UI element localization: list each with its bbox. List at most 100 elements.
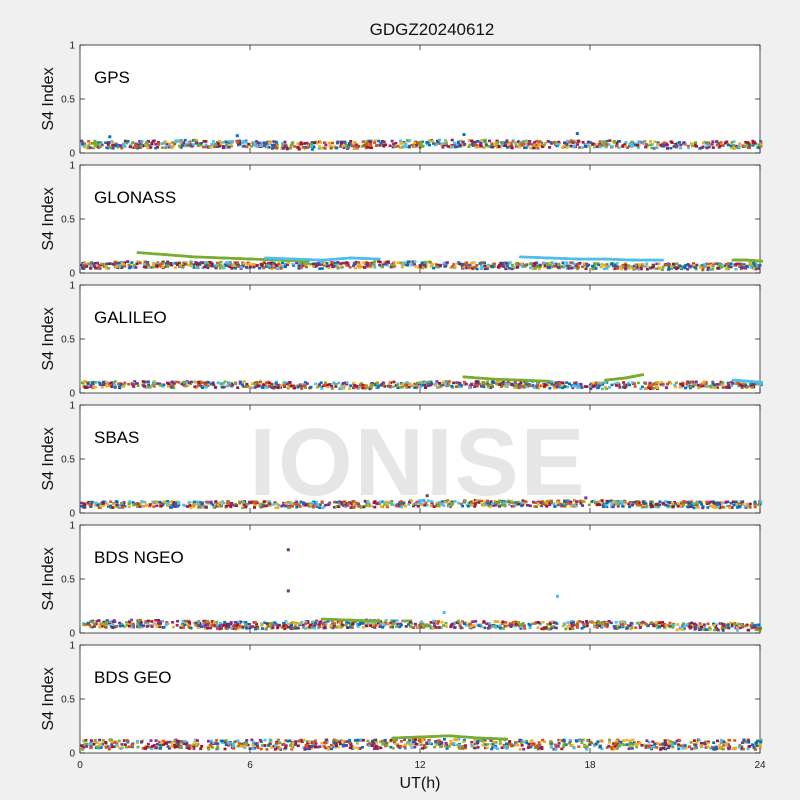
data-point <box>407 503 411 506</box>
data-point <box>488 505 492 509</box>
data-point <box>692 503 696 507</box>
data-point <box>694 380 698 384</box>
data-point <box>416 381 420 385</box>
data-point <box>169 503 173 507</box>
data-point <box>501 380 505 384</box>
data-point <box>688 502 692 505</box>
data-point <box>253 621 257 624</box>
data-point <box>545 499 549 503</box>
data-point <box>109 506 113 509</box>
data-point <box>492 265 496 268</box>
data-point <box>662 141 666 144</box>
data-point <box>373 266 377 269</box>
data-point <box>219 501 223 504</box>
data-point <box>413 622 417 626</box>
data-point <box>689 264 693 268</box>
data-point <box>276 506 280 510</box>
data-point <box>653 382 657 385</box>
data-point <box>601 381 605 385</box>
data-point <box>275 141 279 144</box>
data-point <box>581 504 584 507</box>
data-point <box>245 266 248 269</box>
data-point <box>100 386 104 389</box>
data-point <box>424 501 428 505</box>
data-point <box>721 629 725 632</box>
data-point <box>231 140 234 143</box>
data-point <box>411 384 415 387</box>
data-point <box>515 386 518 389</box>
data-point <box>495 501 499 505</box>
data-point <box>312 625 316 628</box>
data-point <box>152 263 155 266</box>
data-point <box>273 501 277 504</box>
data-point <box>592 384 596 388</box>
data-point <box>228 382 232 385</box>
data-point <box>271 621 275 625</box>
data-point <box>552 621 556 625</box>
data-point <box>606 265 610 268</box>
data-point <box>425 142 429 146</box>
data-point <box>581 141 585 144</box>
data-point <box>299 384 303 388</box>
data-point <box>703 628 707 632</box>
data-point <box>242 503 246 506</box>
data-point <box>734 263 738 266</box>
data-point <box>726 262 730 265</box>
data-point <box>159 384 162 387</box>
data-point <box>181 262 185 265</box>
data-point <box>213 624 217 627</box>
data-point <box>276 386 280 390</box>
data-point <box>745 265 749 269</box>
data-point <box>340 623 344 627</box>
data-point <box>297 264 301 268</box>
data-point <box>482 145 486 149</box>
plot-area <box>79 44 761 154</box>
data-point <box>694 382 698 386</box>
data-point <box>750 386 754 389</box>
data-point <box>649 140 653 143</box>
data-point <box>468 386 472 390</box>
data-point <box>136 384 140 387</box>
feature-cyan-arc <box>519 255 664 262</box>
data-point <box>283 140 287 144</box>
data-point <box>152 505 156 508</box>
data-point <box>444 144 448 147</box>
data-point <box>113 380 117 383</box>
data-point <box>280 147 284 150</box>
data-point <box>290 621 294 625</box>
data-point <box>366 262 369 265</box>
data-point <box>334 383 338 386</box>
data-point <box>252 500 256 504</box>
data-point <box>234 627 238 631</box>
data-point <box>656 381 660 384</box>
data-point <box>253 264 257 268</box>
data-point <box>582 262 586 265</box>
data-point <box>666 624 670 627</box>
data-point <box>262 141 266 144</box>
data-point <box>121 262 125 266</box>
data-point <box>614 621 618 624</box>
data-point <box>166 385 170 388</box>
data-point <box>82 145 86 149</box>
data-point <box>589 387 593 390</box>
data-point <box>197 502 201 506</box>
data-point <box>550 499 553 503</box>
data-point <box>177 139 181 143</box>
data-point <box>391 385 395 389</box>
data-point <box>102 380 105 384</box>
data-point <box>537 141 541 145</box>
data-point <box>183 144 187 148</box>
data-point <box>482 504 486 507</box>
data-point <box>285 146 289 149</box>
data-point <box>576 382 580 386</box>
data-point <box>725 386 729 389</box>
data-point <box>381 265 384 269</box>
data-point <box>96 143 100 146</box>
data-point <box>104 141 108 144</box>
data-point <box>342 500 346 503</box>
data-point <box>692 263 696 267</box>
data-point <box>429 621 433 624</box>
data-point <box>623 499 627 503</box>
data-point <box>368 262 372 266</box>
data-point <box>540 504 543 508</box>
